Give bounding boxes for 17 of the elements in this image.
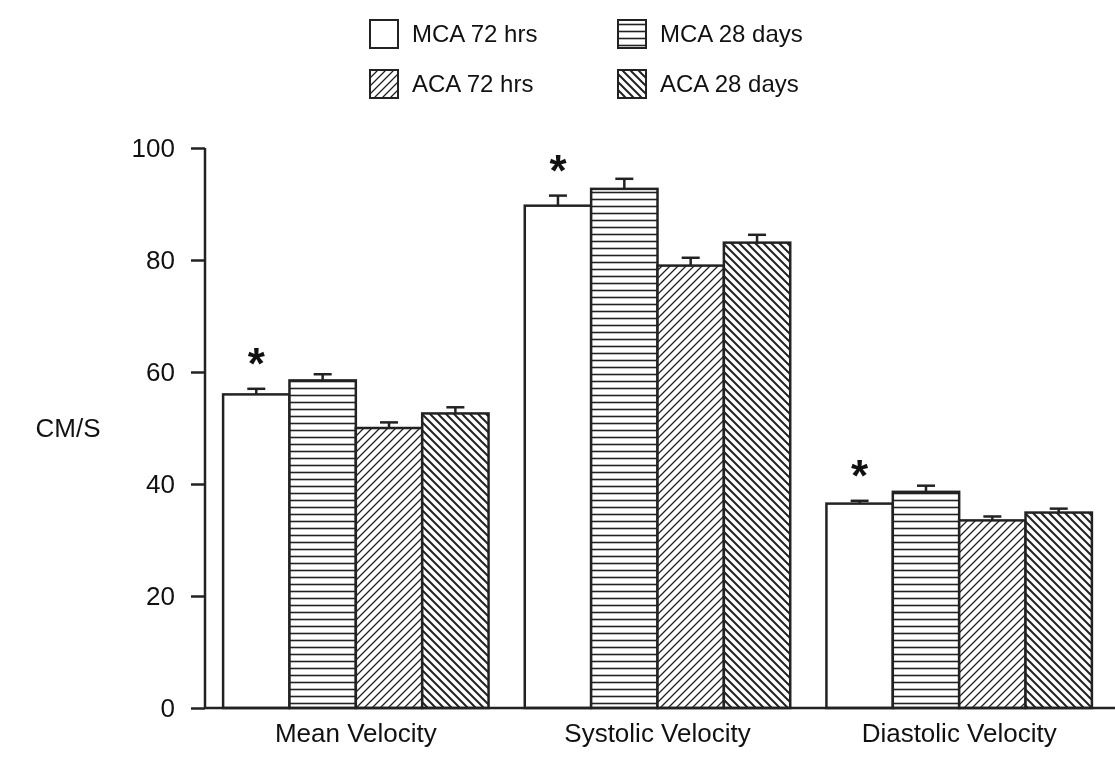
y-tick-label: 20 [146, 580, 175, 611]
y-tick-label: 80 [146, 244, 175, 275]
y-tick-label: 0 [160, 692, 175, 723]
y-axis-title: CM/S [35, 413, 101, 443]
y-tick-label: 40 [146, 468, 175, 499]
legend-label: MCA 72 hrs [412, 20, 538, 47]
x-tick-label: Diastolic Velocity [861, 718, 1057, 749]
legend-label: ACA 28 days [660, 70, 799, 97]
legend-label: ACA 72 hrs [412, 70, 534, 97]
x-tick-label: Mean Velocity [274, 718, 437, 749]
legend-label: MCA 28 days [660, 20, 803, 47]
y-tick-label: 100 [131, 132, 175, 163]
annotation: * [549, 145, 568, 195]
annotation: * [247, 338, 266, 388]
y-tick-label: 60 [146, 356, 175, 387]
annotation: * [851, 450, 870, 500]
x-tick-label: Systolic Velocity [564, 718, 751, 749]
